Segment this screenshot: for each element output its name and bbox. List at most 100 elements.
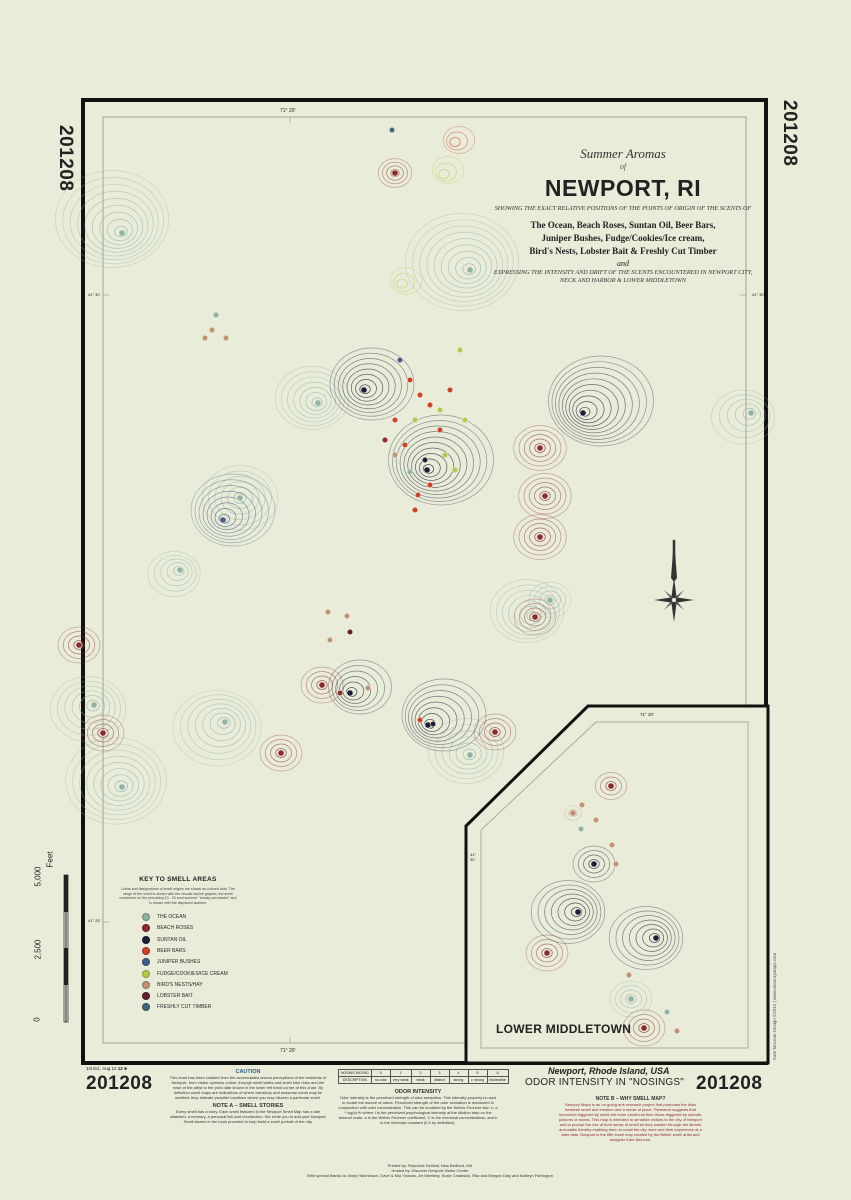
smell-contour	[408, 690, 472, 745]
scent-line-2: Juniper Bushes, Fudge/Cookies/Ice cream,	[541, 233, 705, 243]
odor-panel: ODOR INTENSITY Odor intensity is the per…	[338, 1089, 498, 1125]
smell-origin-dot	[466, 266, 474, 274]
legend-item: THE OCEAN	[118, 911, 238, 922]
smell-contour	[399, 431, 474, 495]
smell-contour	[575, 401, 598, 420]
smell-origin-dot	[574, 908, 582, 916]
smell-origin-dot	[336, 689, 344, 697]
smell-contour	[328, 659, 392, 715]
smell-contour	[194, 479, 269, 544]
smell-contour	[147, 551, 201, 597]
smell-contour	[329, 347, 415, 421]
smell-contour	[518, 473, 572, 519]
smell-contour	[622, 915, 676, 961]
legend-item: FRESHLY CUT TIMBER	[118, 1002, 238, 1013]
smell-contour	[638, 1023, 650, 1033]
smell-origin-dot	[543, 949, 551, 957]
smell-origin-dot	[118, 783, 126, 791]
smell-contour	[395, 425, 481, 499]
legend-swatch	[142, 992, 150, 1001]
odor-title: ODOR INTENSITY	[394, 1089, 442, 1095]
description-header: DESCRIPTION	[338, 1076, 372, 1084]
smell-origin-dot	[446, 386, 454, 394]
smell-contour	[533, 586, 567, 614]
smell-contour	[449, 137, 461, 147]
smell-origin-dot	[346, 628, 354, 636]
smell-contour	[496, 584, 560, 640]
smell-origin-dot	[314, 399, 322, 407]
rating-description: strong	[448, 1076, 469, 1084]
smell-contour	[550, 893, 594, 931]
scale-unit: Feet	[45, 851, 55, 868]
smell-origin-dot	[176, 566, 184, 574]
smell-origin-dot	[546, 596, 554, 604]
smell-contour	[711, 389, 775, 445]
smell-contour	[100, 768, 139, 802]
smell-contour	[633, 1018, 655, 1038]
smell-contour	[359, 384, 371, 395]
smell-origin-dot	[277, 749, 285, 757]
smell-contour	[415, 453, 448, 481]
smell-contour	[726, 398, 766, 432]
smell-contour	[86, 755, 151, 811]
smell-contour	[529, 438, 551, 458]
smell-contour	[588, 859, 600, 869]
smell-contour	[57, 680, 121, 736]
smell-contour	[71, 690, 111, 724]
smell-contour	[719, 394, 771, 439]
smell-contour	[293, 381, 336, 419]
legend-swatch	[142, 958, 150, 967]
main-title: NEWPORT, RI	[544, 175, 702, 201]
caution-text: This chart has been collated from the ac…	[169, 1075, 327, 1100]
latitude-right: 41° 30'	[752, 292, 765, 297]
smell-contour	[523, 477, 567, 515]
smell-contour	[614, 985, 648, 1013]
smell-contour	[393, 272, 415, 292]
smell-contour	[742, 408, 757, 420]
smell-contour	[331, 665, 385, 711]
longitude-top: 71° 20'	[280, 108, 296, 114]
smell-origin-dot	[421, 456, 429, 464]
legend-label: BEACH ROSES	[157, 925, 194, 932]
smell-contour	[489, 579, 565, 643]
smell-contour	[404, 213, 520, 311]
smell-contour	[455, 742, 482, 765]
smell-contour	[473, 713, 517, 751]
smell-contour	[201, 465, 279, 531]
smell-origin-dot	[90, 701, 98, 709]
smell-contour	[166, 562, 189, 581]
smell-origin-dot	[396, 356, 404, 364]
smell-origin-dot	[401, 441, 409, 449]
note-a-title: NOTE A – SMELL STORIES	[212, 1103, 284, 1109]
smell-origin-dot	[236, 494, 244, 502]
smell-contour	[442, 126, 476, 154]
smell-contour	[418, 458, 441, 478]
smell-origin-dot	[590, 860, 598, 868]
smell-contour	[564, 805, 582, 821]
smell-contour	[287, 376, 341, 423]
smell-contour	[57, 626, 101, 664]
legend-item: BEACH ROSES	[118, 923, 238, 934]
smell-contour	[281, 371, 345, 427]
smell-contour	[305, 671, 339, 699]
smell-contour	[600, 776, 622, 796]
rating-value: 5	[467, 1069, 488, 1077]
smell-contour	[342, 681, 365, 701]
smell-contour	[62, 177, 164, 265]
smell-contour	[259, 734, 303, 772]
smell-origin-dot	[219, 516, 227, 524]
smell-origin-dot	[436, 426, 444, 434]
smell-contour	[97, 728, 109, 738]
smell-contour	[615, 910, 680, 966]
smell-contour	[377, 158, 413, 188]
smell-origin-dot	[212, 311, 220, 319]
scent-line-3: Bird's Nests, Lobster Bait & Freshly Cut…	[529, 246, 717, 256]
smell-contour	[84, 197, 149, 253]
smell-contour	[440, 244, 492, 289]
latitude-left: 41° 30'	[88, 292, 101, 297]
legend-item: LOBSTER BAIT	[118, 990, 238, 1001]
pre-title: Summer Aromas	[580, 146, 666, 161]
latitude-lower: 41° 25'	[88, 918, 101, 923]
smell-contour	[435, 162, 457, 182]
odor-heading: ODOR INTENSITY IN "NOSINGS"	[525, 1077, 684, 1088]
